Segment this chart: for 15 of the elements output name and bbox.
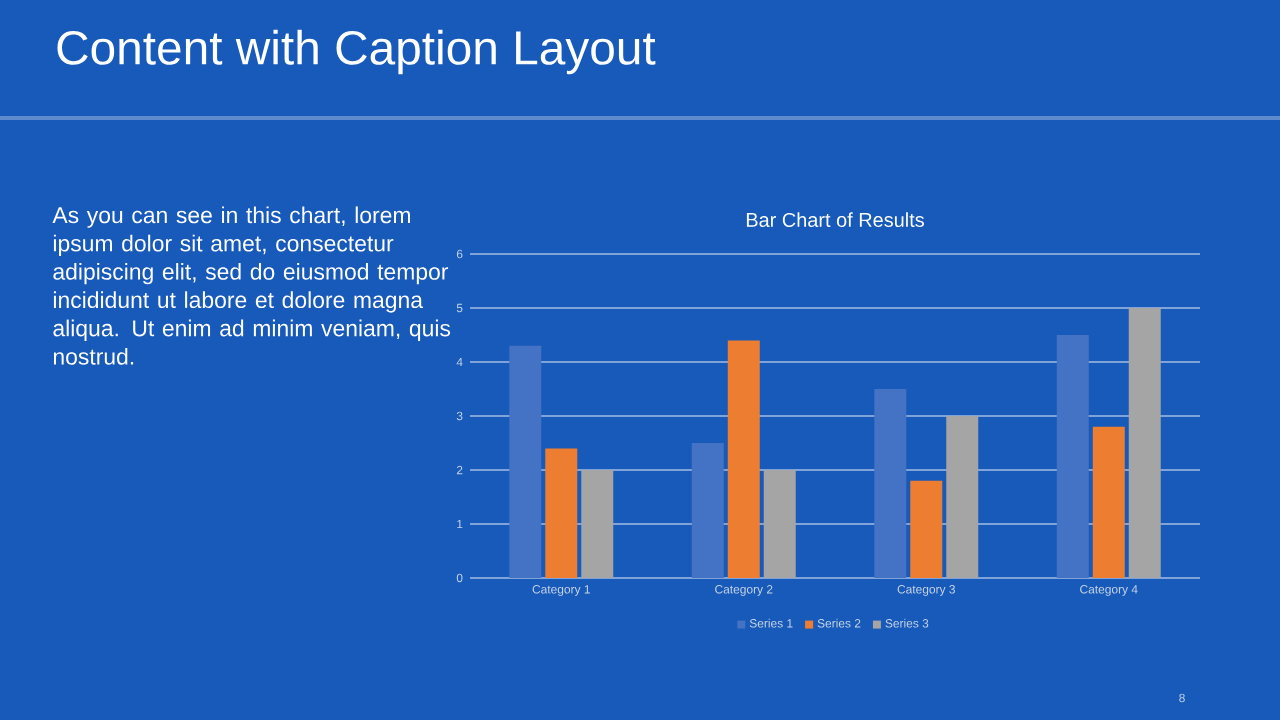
bar [545, 448, 578, 578]
bar [1056, 335, 1089, 578]
bar [727, 340, 760, 578]
bar [1092, 426, 1125, 578]
bar [874, 389, 907, 578]
bar [691, 443, 724, 578]
bar [763, 470, 796, 578]
bar [1128, 308, 1161, 578]
bar [910, 480, 943, 578]
chart-title: Bar Chart of Results [746, 212, 924, 227]
bar [509, 345, 542, 578]
text: As you can see in this chart, lorem ipsum dolor sit amet, consectetur adipiscing elit, sed do eiusmod tempor incididunt ut labore et dolore magna aliqua. Ut enim ad minim veniam, quis nostrud. [52, 206, 451, 365]
bar [946, 416, 979, 578]
bar [581, 470, 614, 578]
text: Content with Caption Layout [57, 29, 656, 75]
